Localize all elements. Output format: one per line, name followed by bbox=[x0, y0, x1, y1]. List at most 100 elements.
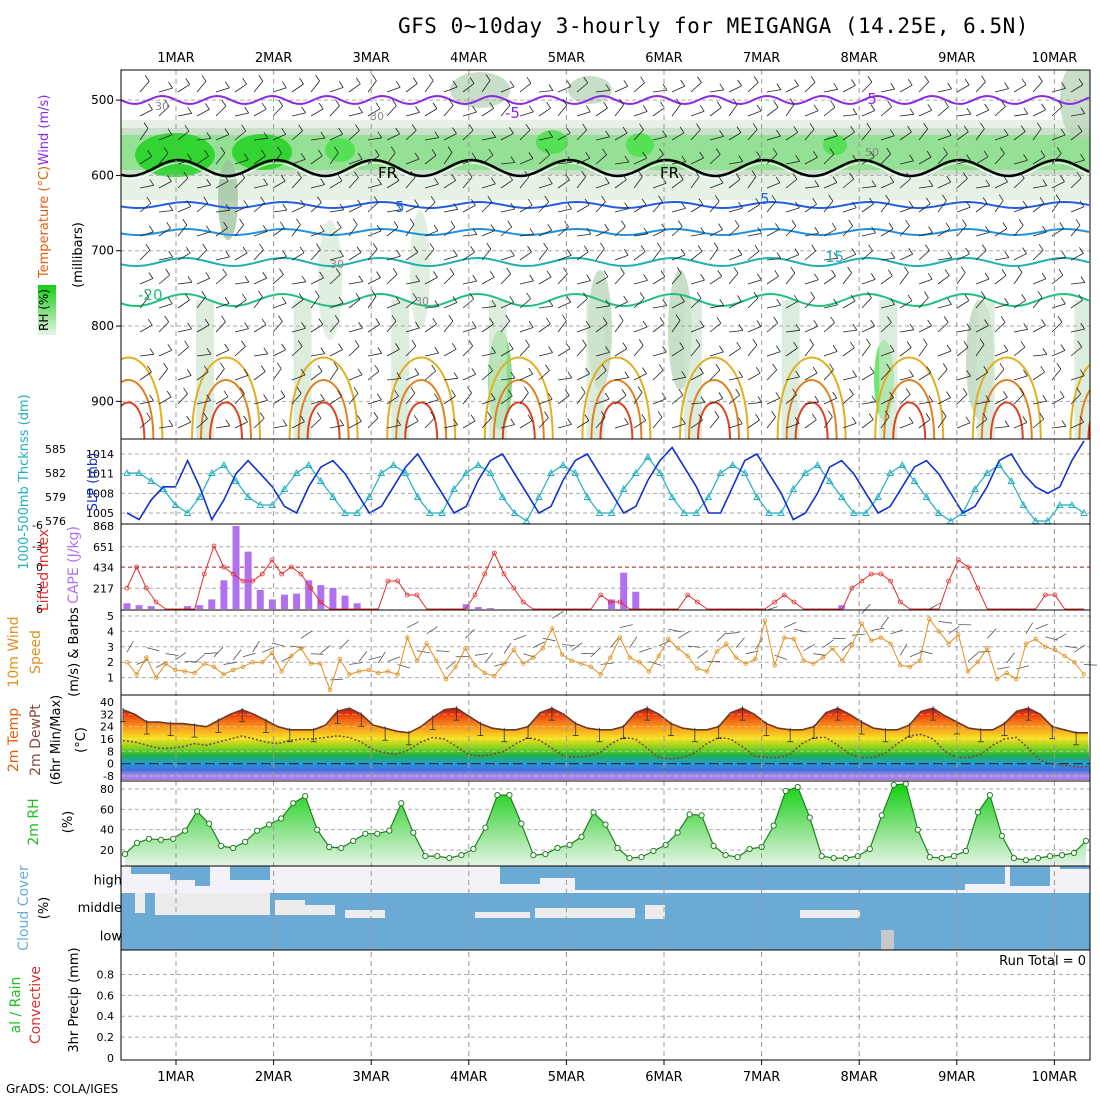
rh-tick-label: 20 bbox=[100, 844, 114, 857]
wind-barb bbox=[1032, 278, 1047, 285]
wind-barb-flag bbox=[183, 387, 188, 395]
wind-speed-point bbox=[279, 669, 284, 674]
wind-barb bbox=[484, 652, 494, 664]
wind-barb bbox=[595, 398, 610, 405]
wind-barb-flag bbox=[984, 272, 990, 280]
wind-barb bbox=[538, 352, 553, 357]
wind-barb bbox=[595, 89, 610, 93]
wind-barb bbox=[690, 326, 705, 333]
wind-barb bbox=[405, 83, 418, 93]
wind-barb-flag bbox=[753, 291, 759, 299]
wind-barb-flag bbox=[205, 272, 211, 279]
wind-barb bbox=[1013, 225, 1024, 237]
wind-barb bbox=[271, 642, 285, 647]
precip-tick-label: 0.8 bbox=[97, 968, 115, 981]
thickness-point bbox=[619, 485, 628, 492]
wind-barb-flag bbox=[221, 315, 226, 323]
wind-barb-flag bbox=[833, 129, 838, 137]
wind-barb bbox=[405, 158, 420, 165]
wind-barb bbox=[648, 661, 662, 666]
wind-barb-flag bbox=[339, 203, 345, 211]
wind-barb-flag bbox=[966, 107, 972, 115]
wind-barb-flag bbox=[980, 291, 986, 298]
wind-barb bbox=[215, 87, 230, 93]
wind-barb bbox=[1032, 400, 1047, 405]
wind-barb-flag bbox=[434, 131, 440, 138]
wind-barb bbox=[1032, 250, 1044, 261]
thickness-point bbox=[135, 469, 143, 476]
wind-barb bbox=[177, 346, 189, 357]
wind-barb-flag bbox=[718, 223, 723, 230]
wind-barb bbox=[291, 645, 305, 649]
wind-speed-point bbox=[530, 655, 536, 660]
wind-barb bbox=[329, 424, 344, 429]
thickness-line bbox=[127, 456, 1085, 522]
cloud-high bbox=[965, 866, 1005, 884]
wind-speed-point bbox=[472, 663, 478, 668]
wind-barb-flag bbox=[148, 272, 154, 279]
wind-barb bbox=[300, 630, 313, 639]
wind-barb-flag bbox=[354, 171, 359, 178]
wind-barb bbox=[937, 369, 948, 381]
wind-barb bbox=[358, 650, 368, 662]
wind-barb-flag bbox=[241, 124, 247, 132]
wind-barb bbox=[253, 277, 267, 285]
wind-barb-flag bbox=[1042, 394, 1048, 402]
wind-barb-flag bbox=[831, 222, 837, 230]
wind-barb bbox=[937, 304, 952, 309]
wind-barb bbox=[424, 306, 439, 309]
wind-barb-flag bbox=[167, 128, 173, 136]
wind-speed-point bbox=[811, 661, 816, 666]
wind-barb bbox=[291, 83, 304, 93]
wind-barb bbox=[136, 659, 149, 665]
wind-barb bbox=[899, 131, 912, 141]
rh-point bbox=[638, 854, 645, 861]
wind-barb bbox=[500, 273, 511, 285]
wind-barb-flag bbox=[318, 102, 324, 110]
wind-barb bbox=[967, 652, 979, 662]
wind-tick-label: 5 bbox=[107, 610, 114, 623]
day-label-bottom: 2MAR bbox=[255, 1070, 292, 1085]
wind-barb-flag bbox=[301, 106, 306, 114]
wind-barb bbox=[158, 227, 171, 237]
wind-barb-flag bbox=[982, 412, 988, 420]
wind-barb-flag bbox=[640, 245, 646, 252]
wind-barb-flag bbox=[244, 275, 250, 283]
wind-barb bbox=[652, 154, 664, 165]
thickness-point bbox=[462, 469, 470, 476]
wind-barb bbox=[671, 161, 686, 165]
wind-barb-flag bbox=[680, 79, 686, 87]
run-total-label: Run Total = 0 bbox=[999, 954, 1086, 969]
wind-barb-flag bbox=[812, 197, 817, 205]
wind-barb-flag bbox=[527, 198, 533, 206]
wind-barb bbox=[291, 177, 302, 189]
wind-barb bbox=[272, 180, 286, 189]
wind-barb bbox=[595, 417, 606, 429]
temp-contour-20 bbox=[121, 292, 1090, 308]
wind-barb bbox=[348, 205, 362, 213]
wind-barb-flag bbox=[889, 129, 895, 136]
wind-barb-flag bbox=[225, 250, 230, 258]
wind-barb bbox=[728, 226, 740, 237]
li-tick-label: -3 bbox=[32, 540, 43, 553]
wind-barb bbox=[690, 298, 702, 309]
cloud-high bbox=[540, 866, 575, 878]
wind-barb-flag bbox=[527, 245, 532, 253]
wind-barb bbox=[367, 277, 381, 285]
wind-barb-flag bbox=[928, 395, 934, 402]
wind-barb-flag bbox=[714, 410, 720, 418]
thickness-point bbox=[983, 469, 991, 476]
panel-bg bbox=[121, 439, 1090, 524]
wind-speed-point bbox=[492, 673, 497, 679]
wind-speed-point bbox=[820, 655, 826, 660]
wind-barb-flag bbox=[964, 294, 970, 301]
rh-point bbox=[206, 820, 213, 827]
wind-barb bbox=[745, 650, 759, 655]
wind-barb bbox=[804, 157, 818, 165]
wind-barb-flag bbox=[866, 338, 871, 346]
rh-point bbox=[1022, 857, 1030, 864]
wind-barb-flag bbox=[581, 170, 586, 178]
wind-barb-flag bbox=[925, 413, 931, 420]
wind-barb bbox=[918, 232, 933, 237]
wind-barb bbox=[557, 104, 568, 117]
